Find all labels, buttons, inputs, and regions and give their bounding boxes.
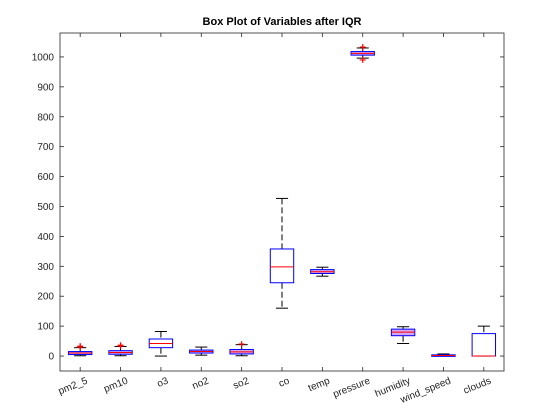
x-tick-label: no2 <box>191 375 211 392</box>
box-iqr <box>269 248 295 284</box>
y-tick-label: 700 <box>37 142 54 153</box>
x-tick-label: pm10 <box>102 375 130 395</box>
outlier-marker <box>117 342 124 349</box>
y-tick-label: 400 <box>37 232 54 243</box>
box-temp <box>310 266 335 277</box>
y-tick-label: 800 <box>37 112 54 123</box>
y-tick-label: 500 <box>37 202 54 213</box>
outlier-marker <box>77 343 84 350</box>
chart-title: Box Plot of Variables after IQR <box>203 16 362 28</box>
box-o3 <box>148 331 174 357</box>
box-pressure <box>350 44 375 63</box>
y-tick-label: 200 <box>37 292 54 303</box>
y-tick-label: 300 <box>37 262 54 273</box>
box-clouds <box>471 325 497 357</box>
outlier-marker <box>238 341 245 348</box>
box-co <box>269 197 295 309</box>
box-series <box>67 44 497 357</box>
x-tick-label: pressure <box>332 375 373 400</box>
box-iqr <box>471 333 497 357</box>
outlier-marker <box>359 44 366 51</box>
box-humidity <box>390 326 416 344</box>
y-tick-label: 100 <box>37 322 54 333</box>
outlier-marker <box>359 56 366 63</box>
box-so2 <box>229 341 254 357</box>
x-tick-label: co <box>277 375 291 389</box>
box-wind_speed <box>431 353 456 357</box>
box-no2 <box>189 346 214 356</box>
x-tick-label: pm2_5 <box>57 375 90 397</box>
x-tick-label: clouds <box>462 376 493 397</box>
x-tick-label: temp <box>307 375 332 394</box>
y-tick-label: 1000 <box>32 52 55 63</box>
y-tick-label: 600 <box>37 172 54 183</box>
y-tick-label: 0 <box>48 352 54 363</box>
x-tick-label: o3 <box>156 375 171 390</box>
y-tick-label: 900 <box>37 82 54 93</box>
box-pm2_5 <box>67 343 93 357</box>
box-pm10 <box>108 342 133 357</box>
x-tick-label: so2 <box>232 375 251 391</box>
y-axis: 0 100 200 300 400 500 600 700 800 900 1000 <box>32 52 504 363</box>
